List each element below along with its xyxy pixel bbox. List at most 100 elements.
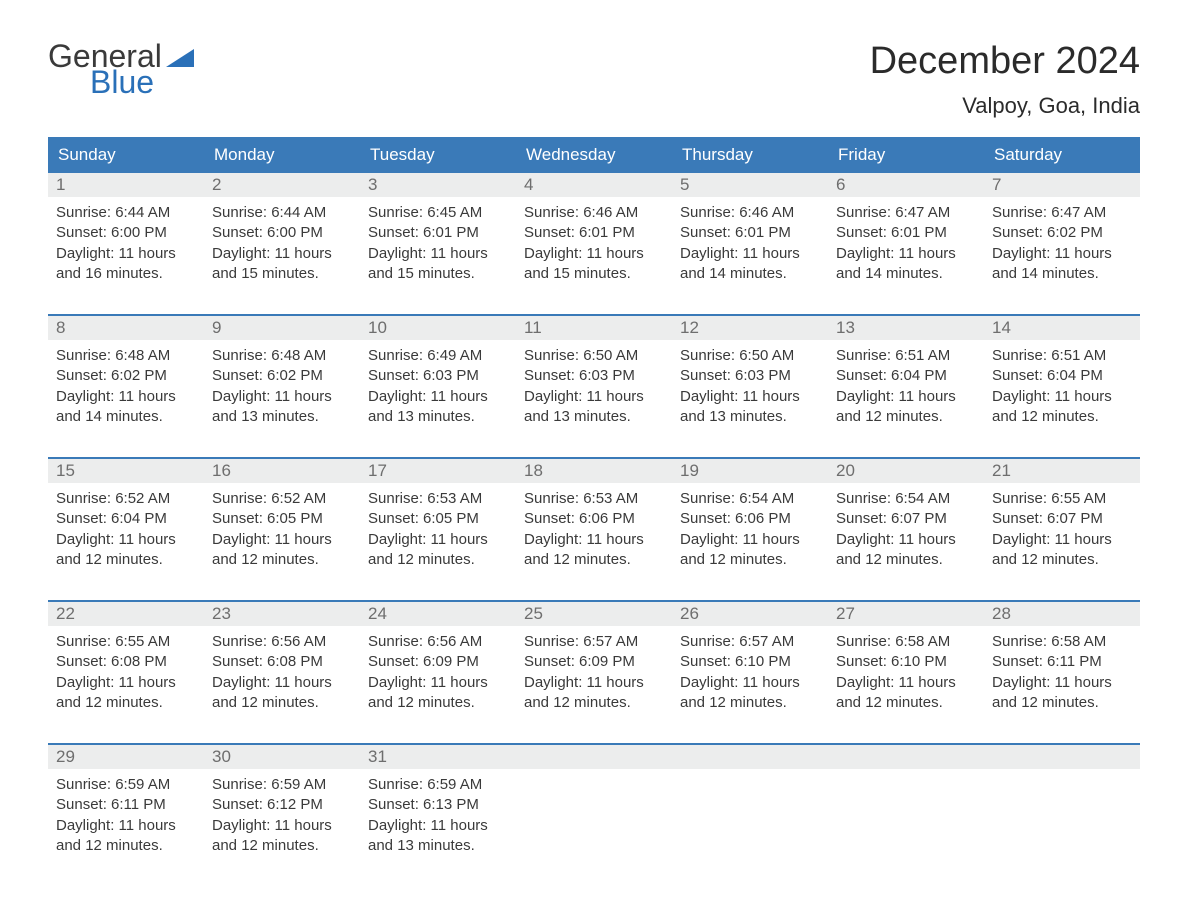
daylight-line-1: Daylight: 11 hours [56, 387, 196, 407]
day-cell: Sunrise: 6:47 AMSunset: 6:01 PMDaylight:… [828, 197, 984, 302]
daylight-line-2: and 12 minutes. [212, 693, 352, 713]
daylight-line-1: Daylight: 11 hours [212, 244, 352, 264]
day-cell [984, 769, 1140, 874]
sunrise-line: Sunrise: 6:57 AM [524, 632, 664, 652]
daylight-line-1: Daylight: 11 hours [524, 244, 664, 264]
day-cell: Sunrise: 6:52 AMSunset: 6:05 PMDaylight:… [204, 483, 360, 588]
day-number: 3 [360, 173, 516, 197]
day-cell: Sunrise: 6:44 AMSunset: 6:00 PMDaylight:… [48, 197, 204, 302]
daylight-line-2: and 14 minutes. [680, 264, 820, 284]
day-number: 4 [516, 173, 672, 197]
day-number: 9 [204, 316, 360, 340]
day-cell: Sunrise: 6:56 AMSunset: 6:09 PMDaylight:… [360, 626, 516, 731]
day-number: 16 [204, 459, 360, 483]
daylight-line-2: and 12 minutes. [836, 693, 976, 713]
sunset-line: Sunset: 6:03 PM [680, 366, 820, 386]
day-number: 27 [828, 602, 984, 626]
week: 891011121314Sunrise: 6:48 AMSunset: 6:02… [48, 314, 1140, 445]
sunset-line: Sunset: 6:03 PM [368, 366, 508, 386]
sunset-line: Sunset: 6:12 PM [212, 795, 352, 815]
sunset-line: Sunset: 6:02 PM [992, 223, 1132, 243]
sunset-line: Sunset: 6:04 PM [56, 509, 196, 529]
day-body-row: Sunrise: 6:55 AMSunset: 6:08 PMDaylight:… [48, 626, 1140, 731]
daylight-line-1: Daylight: 11 hours [368, 244, 508, 264]
sunset-line: Sunset: 6:07 PM [836, 509, 976, 529]
dow-cell: Friday [828, 137, 984, 173]
sunrise-line: Sunrise: 6:56 AM [368, 632, 508, 652]
day-cell: Sunrise: 6:45 AMSunset: 6:01 PMDaylight:… [360, 197, 516, 302]
sunset-line: Sunset: 6:11 PM [992, 652, 1132, 672]
daylight-line-2: and 12 minutes. [680, 693, 820, 713]
sunrise-line: Sunrise: 6:58 AM [992, 632, 1132, 652]
day-number: 19 [672, 459, 828, 483]
week: 1234567Sunrise: 6:44 AMSunset: 6:00 PMDa… [48, 173, 1140, 302]
day-number: 17 [360, 459, 516, 483]
daylight-line-1: Daylight: 11 hours [680, 673, 820, 693]
day-cell: Sunrise: 6:46 AMSunset: 6:01 PMDaylight:… [516, 197, 672, 302]
dow-cell: Thursday [672, 137, 828, 173]
day-number: 1 [48, 173, 204, 197]
sunrise-line: Sunrise: 6:44 AM [212, 203, 352, 223]
sunrise-line: Sunrise: 6:59 AM [212, 775, 352, 795]
day-number: 24 [360, 602, 516, 626]
day-number-row: 891011121314 [48, 316, 1140, 340]
day-cell: Sunrise: 6:46 AMSunset: 6:01 PMDaylight:… [672, 197, 828, 302]
day-number: 12 [672, 316, 828, 340]
sunrise-line: Sunrise: 6:58 AM [836, 632, 976, 652]
sunrise-line: Sunrise: 6:50 AM [524, 346, 664, 366]
daylight-line-1: Daylight: 11 hours [680, 530, 820, 550]
sunset-line: Sunset: 6:03 PM [524, 366, 664, 386]
day-number: 31 [360, 745, 516, 769]
sunset-line: Sunset: 6:11 PM [56, 795, 196, 815]
day-body-row: Sunrise: 6:48 AMSunset: 6:02 PMDaylight:… [48, 340, 1140, 445]
daylight-line-2: and 12 minutes. [212, 836, 352, 856]
day-cell: Sunrise: 6:52 AMSunset: 6:04 PMDaylight:… [48, 483, 204, 588]
dow-cell: Monday [204, 137, 360, 173]
daylight-line-2: and 12 minutes. [524, 550, 664, 570]
day-number: 25 [516, 602, 672, 626]
daylight-line-1: Daylight: 11 hours [992, 530, 1132, 550]
day-body-row: Sunrise: 6:59 AMSunset: 6:11 PMDaylight:… [48, 769, 1140, 874]
sunrise-line: Sunrise: 6:52 AM [56, 489, 196, 509]
sunrise-line: Sunrise: 6:46 AM [524, 203, 664, 223]
day-number: 7 [984, 173, 1140, 197]
day-cell: Sunrise: 6:53 AMSunset: 6:06 PMDaylight:… [516, 483, 672, 588]
day-cell: Sunrise: 6:58 AMSunset: 6:10 PMDaylight:… [828, 626, 984, 731]
week: 293031Sunrise: 6:59 AMSunset: 6:11 PMDay… [48, 743, 1140, 874]
daylight-line-2: and 12 minutes. [992, 407, 1132, 427]
day-number [672, 745, 828, 769]
day-number: 22 [48, 602, 204, 626]
dow-cell: Wednesday [516, 137, 672, 173]
sunrise-line: Sunrise: 6:47 AM [992, 203, 1132, 223]
daylight-line-1: Daylight: 11 hours [368, 673, 508, 693]
daylight-line-2: and 14 minutes. [56, 407, 196, 427]
day-cell [828, 769, 984, 874]
week: 15161718192021Sunrise: 6:52 AMSunset: 6:… [48, 457, 1140, 588]
daylight-line-1: Daylight: 11 hours [368, 530, 508, 550]
sunrise-line: Sunrise: 6:52 AM [212, 489, 352, 509]
daylight-line-2: and 13 minutes. [524, 407, 664, 427]
day-number: 8 [48, 316, 204, 340]
day-body-row: Sunrise: 6:52 AMSunset: 6:04 PMDaylight:… [48, 483, 1140, 588]
daylight-line-1: Daylight: 11 hours [680, 387, 820, 407]
sunrise-line: Sunrise: 6:49 AM [368, 346, 508, 366]
daylight-line-1: Daylight: 11 hours [212, 673, 352, 693]
sunrise-line: Sunrise: 6:54 AM [836, 489, 976, 509]
daylight-line-2: and 12 minutes. [524, 693, 664, 713]
sunset-line: Sunset: 6:10 PM [680, 652, 820, 672]
daylight-line-2: and 15 minutes. [212, 264, 352, 284]
daylight-line-2: and 12 minutes. [992, 693, 1132, 713]
daylight-line-1: Daylight: 11 hours [836, 244, 976, 264]
day-number-row: 15161718192021 [48, 459, 1140, 483]
day-number [516, 745, 672, 769]
daylight-line-1: Daylight: 11 hours [992, 244, 1132, 264]
sunrise-line: Sunrise: 6:55 AM [56, 632, 196, 652]
sunrise-line: Sunrise: 6:50 AM [680, 346, 820, 366]
sunrise-line: Sunrise: 6:56 AM [212, 632, 352, 652]
daylight-line-1: Daylight: 11 hours [368, 387, 508, 407]
sunset-line: Sunset: 6:04 PM [992, 366, 1132, 386]
daylight-line-2: and 12 minutes. [368, 693, 508, 713]
day-body-row: Sunrise: 6:44 AMSunset: 6:00 PMDaylight:… [48, 197, 1140, 302]
sunrise-line: Sunrise: 6:48 AM [212, 346, 352, 366]
daylight-line-1: Daylight: 11 hours [56, 673, 196, 693]
